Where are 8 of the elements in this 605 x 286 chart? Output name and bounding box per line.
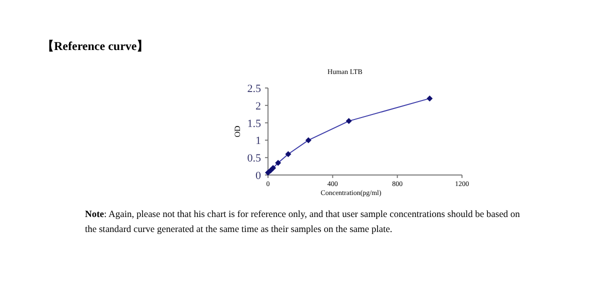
y-tick-label: 0.5 [247,152,262,165]
y-tick-label: 1 [256,135,261,148]
text: Note: Again, please not that his chart is for reference only, and that user sample concentrations should be based on the standard curve generated at the same time as their samples on the same plate. [85,209,521,237]
y-axis-title: OD [233,126,242,138]
text: 【Reference curve】 [42,38,149,55]
y-tick-label: 2 [256,100,261,112]
y-tick-label: 1.5 [247,118,262,130]
y-tick-label: 2.5 [247,83,262,95]
